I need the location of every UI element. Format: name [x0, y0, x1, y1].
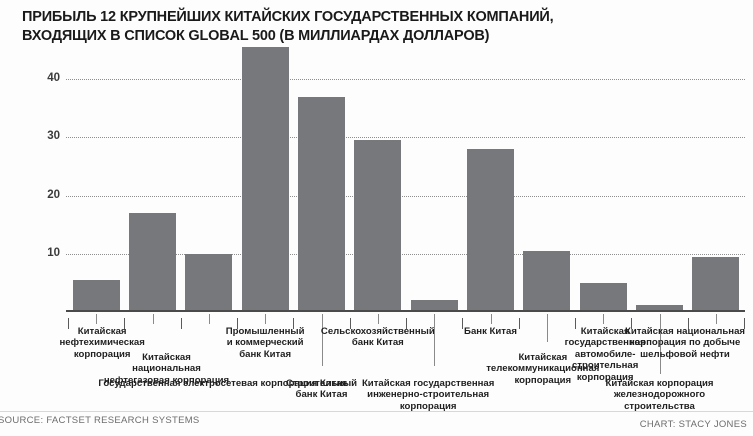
leader-line-1 [96, 314, 98, 324]
bar-3 [185, 253, 233, 312]
category-label-10: Китайская государственная автомобиле- ст… [564, 326, 646, 383]
category-label-3: Государственная электросетевая корпораци… [98, 378, 348, 389]
category-label-7: Китайская государственная инженерно-стро… [361, 378, 495, 412]
x-axis-tick-12 [744, 318, 745, 329]
footer-divider [0, 411, 753, 412]
x-axis-tick-1 [124, 318, 126, 329]
y-tick-label-30: 30 [47, 130, 60, 143]
x-axis-tick-3 [237, 318, 238, 329]
gridline-10 [66, 253, 745, 255]
category-label-5: Строительный банк Китая [285, 378, 358, 401]
x-axis-line [66, 310, 745, 312]
x-axis-tick-8 [518, 318, 520, 329]
bar-9 [523, 250, 571, 312]
category-label-6: Сельскохозяйственный банк Китая [320, 326, 435, 349]
x-axis-tick-7 [462, 318, 464, 329]
bar-2 [129, 213, 176, 312]
leader-line-9 [546, 314, 548, 342]
leader-line-11 [659, 314, 661, 374]
bar-8 [467, 149, 514, 312]
source-note: SOURCE: FACTSET RESEARCH SYSTEMS [0, 415, 200, 426]
bar-1 [72, 280, 120, 312]
category-label-2: Китайская национальная нефтегазовая корп… [103, 352, 230, 386]
category-label-9: Китайская телекоммуникационная корпораци… [486, 352, 600, 386]
x-axis-tick-9 [575, 318, 576, 329]
category-label-8: Банк Китая [464, 326, 517, 337]
category-label-11: Китайская корпорация железнодорожного ст… [605, 378, 714, 412]
x-axis-tick-0 [68, 318, 69, 329]
bar-7 [410, 300, 458, 312]
gridline-40 [66, 79, 745, 81]
category-label-12: Китайская национальная корпорация по доб… [624, 326, 746, 360]
leader-line-5 [321, 314, 323, 366]
y-tick-label-20: 20 [47, 188, 60, 201]
leader-line-3 [208, 314, 210, 324]
leader-line-6 [377, 314, 379, 324]
x-axis-tick-2 [180, 318, 182, 329]
gridline-30 [66, 137, 745, 139]
leader-line-7 [434, 314, 436, 366]
bar-5 [298, 96, 345, 312]
category-labels-group: Китайская нефтехимическая корпорация Кита… [0, 312, 753, 422]
bar-6 [354, 140, 402, 312]
chart-credit: CHART: STACY JONES [639, 419, 747, 430]
bar-12 [692, 256, 740, 312]
page-title: ПРИБЫЛЬ 12 КРУПНЕЙШИХ КИТАЙСКИХ ГОСУДАРС… [22, 8, 722, 46]
leader-line-8 [490, 314, 492, 324]
category-label-1: Китайская нефтехимическая корпорация [59, 326, 145, 360]
bar-series [0, 45, 753, 320]
bar-10 [579, 282, 627, 312]
x-axis-tick-10 [631, 318, 633, 329]
x-axis-tick-6 [406, 318, 407, 329]
title-line-1: ПРИБЫЛЬ 12 КРУПНЕЙШИХ КИТАЙСКИХ ГОСУДАРС… [22, 9, 554, 25]
x-axis-tick-4 [293, 318, 295, 329]
gridline-20 [66, 195, 745, 197]
bar-11 [636, 305, 683, 312]
plot-area: 10 20 30 40 [0, 45, 753, 329]
category-label-4: Промышленный и коммерческий банк Китая [225, 326, 305, 360]
leader-line-10 [603, 314, 605, 324]
x-axis-tick-11 [687, 318, 689, 329]
title-line-2: ВХОДЯЩИХ В СПИСОК GLOBAL 500 (В МИЛЛИАРД… [22, 28, 490, 44]
x-axis-tick-5 [349, 318, 351, 329]
bar-4 [241, 47, 289, 312]
y-tick-label-10: 10 [47, 246, 60, 259]
leader-line-4 [265, 314, 267, 324]
y-tick-label-40: 40 [47, 72, 60, 85]
leader-line-2 [152, 314, 154, 324]
leader-line-12 [715, 314, 717, 324]
